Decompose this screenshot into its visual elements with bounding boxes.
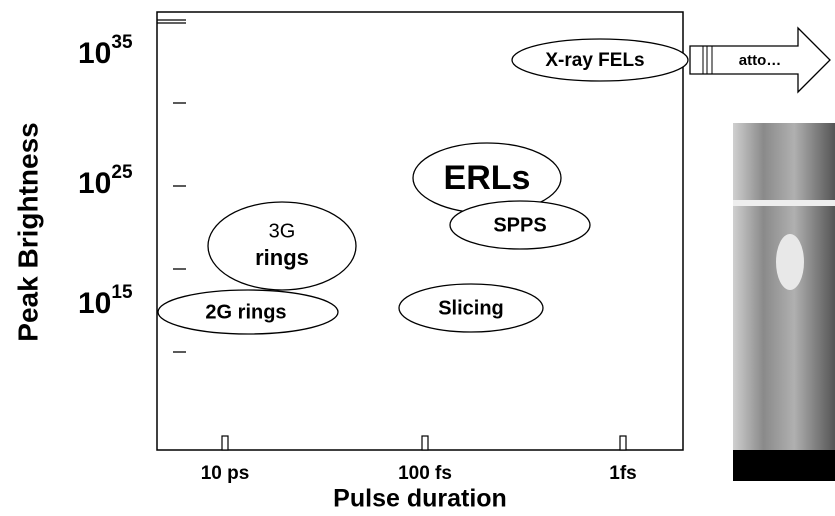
node-shape [449, 200, 591, 250]
x-axis-label: Pulse duration [333, 485, 507, 513]
node-shape [511, 38, 689, 82]
photo [733, 123, 835, 481]
x-tick-marks [221, 435, 627, 451]
node-label: rings [255, 245, 309, 270]
arrow-label: atto… [739, 52, 782, 69]
node-label: Slicing [438, 297, 504, 319]
y-tick-marks [157, 19, 186, 353]
x-tick-label: 100 fs [398, 463, 452, 484]
node-label: ERLs [444, 159, 531, 197]
node-shape [207, 201, 357, 291]
y-tick-label: 1025 [78, 162, 133, 200]
y-axis-label: Peak Brightness [12, 122, 43, 341]
x-tick-label: 10 ps [201, 463, 250, 484]
node-label: 2G rings [205, 301, 286, 323]
x-tick-label: 1fs [609, 463, 636, 484]
y-tick-label: 1015 [78, 282, 133, 320]
atto-arrow: atto… [689, 26, 831, 94]
node-shape [398, 283, 544, 333]
node-label: 3G [269, 220, 296, 242]
y-tick-label: 1035 [78, 32, 133, 70]
plot-frame [156, 11, 684, 451]
node-label: SPPS [493, 214, 546, 236]
node-shape [157, 289, 339, 335]
node-label: X-ray FELs [545, 50, 644, 71]
